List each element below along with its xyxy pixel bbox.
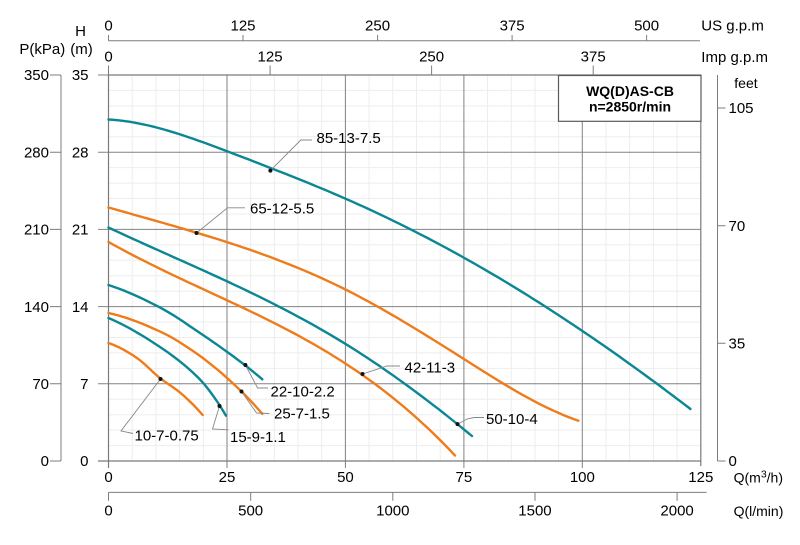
- svg-text:0: 0: [104, 469, 112, 486]
- svg-text:0: 0: [104, 503, 112, 520]
- svg-text:Imp g.p.m: Imp g.p.m: [701, 49, 768, 66]
- svg-text:0: 0: [104, 49, 112, 66]
- svg-text:125: 125: [231, 18, 256, 35]
- svg-text:22-10-2.2: 22-10-2.2: [271, 384, 335, 401]
- svg-text:35: 35: [729, 336, 746, 353]
- svg-text:35: 35: [72, 67, 89, 84]
- svg-text:105: 105: [729, 100, 754, 117]
- svg-text:0: 0: [104, 18, 112, 35]
- svg-text:21: 21: [72, 222, 89, 239]
- svg-text:Q(l/min): Q(l/min): [734, 503, 784, 519]
- svg-text:250: 250: [365, 18, 390, 35]
- svg-text:500: 500: [238, 503, 263, 520]
- svg-text:1000: 1000: [376, 503, 409, 520]
- svg-text:280: 280: [24, 144, 49, 161]
- svg-text:65-12-5.5: 65-12-5.5: [250, 201, 314, 218]
- svg-text:0: 0: [729, 453, 737, 470]
- svg-text:feet: feet: [734, 75, 757, 91]
- svg-text:WQ(D)AS-CB: WQ(D)AS-CB: [586, 83, 674, 99]
- svg-text:H: H: [75, 23, 86, 40]
- svg-text:250: 250: [419, 49, 444, 66]
- svg-text:140: 140: [24, 299, 49, 316]
- svg-text:7: 7: [80, 376, 88, 393]
- svg-text:28: 28: [72, 144, 89, 161]
- svg-text:15-9-1.1: 15-9-1.1: [230, 429, 286, 446]
- svg-text:42-11-3: 42-11-3: [405, 360, 456, 377]
- svg-text:US g.p.m: US g.p.m: [701, 18, 764, 35]
- svg-text:70: 70: [729, 218, 746, 235]
- svg-text:210: 210: [24, 222, 49, 239]
- svg-text:100: 100: [570, 469, 595, 486]
- svg-text:25-7-1.5: 25-7-1.5: [274, 406, 330, 423]
- svg-text:75: 75: [456, 469, 473, 486]
- svg-text:Q(m3/h): Q(m3/h): [734, 469, 783, 486]
- svg-text:2000: 2000: [660, 503, 693, 520]
- svg-text:50-10-4: 50-10-4: [486, 411, 538, 428]
- svg-text:125: 125: [688, 469, 713, 486]
- svg-text:1500: 1500: [518, 503, 551, 520]
- svg-text:n=2850r/min: n=2850r/min: [589, 99, 671, 115]
- svg-text:375: 375: [581, 49, 606, 66]
- svg-text:10-7-0.75: 10-7-0.75: [135, 428, 199, 445]
- svg-text:125: 125: [258, 49, 283, 66]
- svg-text:70: 70: [32, 376, 49, 393]
- svg-text:14: 14: [72, 299, 89, 316]
- svg-text:50: 50: [337, 469, 354, 486]
- svg-text:500: 500: [634, 18, 659, 35]
- svg-text:(m): (m): [70, 41, 93, 58]
- svg-text:85-13-7.5: 85-13-7.5: [317, 130, 381, 147]
- svg-text:25: 25: [219, 469, 236, 486]
- svg-text:0: 0: [41, 453, 49, 470]
- svg-text:P(kPa): P(kPa): [19, 41, 65, 58]
- svg-text:350: 350: [24, 67, 49, 84]
- svg-text:0: 0: [80, 453, 88, 470]
- svg-text:375: 375: [500, 18, 525, 35]
